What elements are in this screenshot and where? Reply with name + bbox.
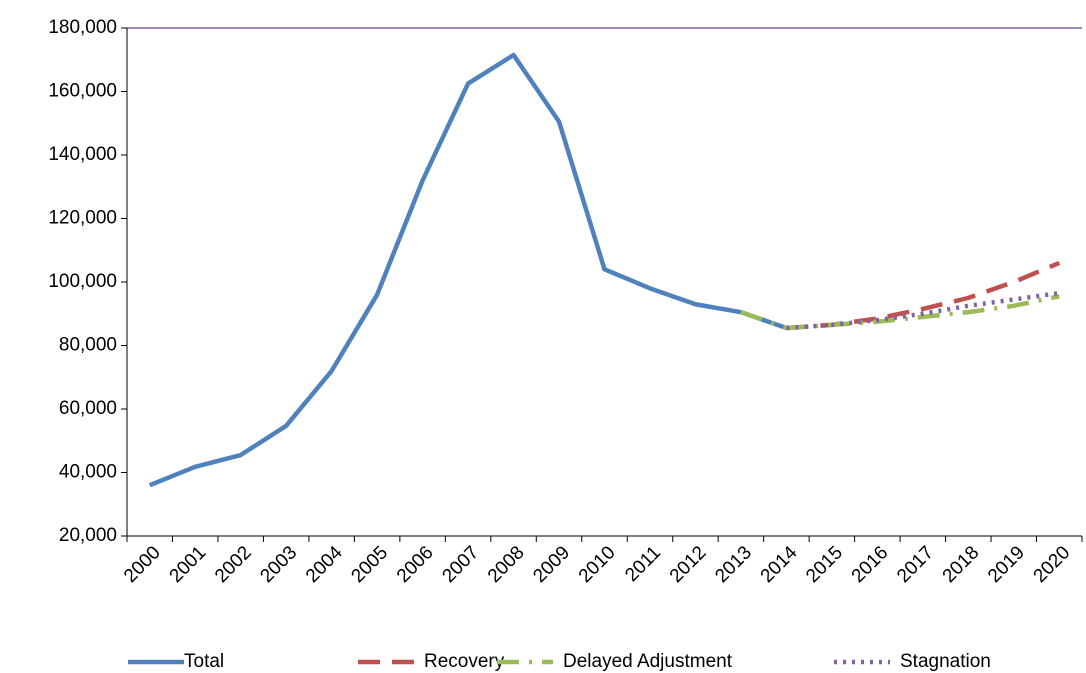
- y-tick-label: 160,000: [48, 81, 117, 102]
- x-tick-label: 2007: [438, 542, 483, 587]
- y-tick-label: 180,000: [48, 17, 117, 38]
- x-tick-label: 2019: [984, 542, 1029, 587]
- legend-label: Stagnation: [900, 651, 991, 672]
- x-tick-label: 2011: [621, 542, 665, 586]
- y-tick-label: 40,000: [59, 462, 117, 483]
- x-tick-label: 2018: [939, 542, 984, 587]
- series-line: [740, 294, 1060, 331]
- x-tick-label: 2015: [802, 542, 847, 587]
- x-tick-label: 2000: [120, 542, 165, 587]
- x-tick-label: 2009: [529, 542, 574, 587]
- y-tick-label: 60,000: [59, 398, 117, 419]
- series-line: [148, 52, 788, 488]
- x-tick-label: 2006: [393, 542, 438, 587]
- x-tick-label: 2008: [484, 542, 529, 587]
- x-tick-label: 2013: [711, 542, 756, 587]
- x-tick-label: 2010: [575, 542, 620, 587]
- series-line: [786, 290, 1060, 331]
- x-tick-label: 2003: [257, 542, 302, 587]
- y-tick-label: 80,000: [59, 335, 117, 356]
- x-tick-label: 2017: [893, 542, 938, 587]
- y-tick-label: 140,000: [48, 144, 117, 165]
- legend-label: Delayed Adjustment: [563, 651, 733, 672]
- x-tick-label: 2001: [166, 542, 211, 587]
- x-tick-label: 2002: [211, 542, 256, 587]
- y-tick-label: 20,000: [59, 525, 117, 546]
- x-tick-label: 2016: [848, 542, 893, 587]
- legend-label: Recovery: [424, 651, 505, 672]
- x-tick-label: 2005: [347, 542, 392, 587]
- legend-label: Total: [184, 651, 224, 672]
- x-tick-label: 2014: [757, 542, 802, 587]
- x-tick-label: 2012: [666, 542, 711, 587]
- x-tick-label: 2004: [302, 542, 347, 587]
- y-tick-label: 120,000: [48, 208, 117, 229]
- x-tick-label: 2020: [1030, 542, 1075, 587]
- y-tick-label: 100,000: [48, 271, 117, 292]
